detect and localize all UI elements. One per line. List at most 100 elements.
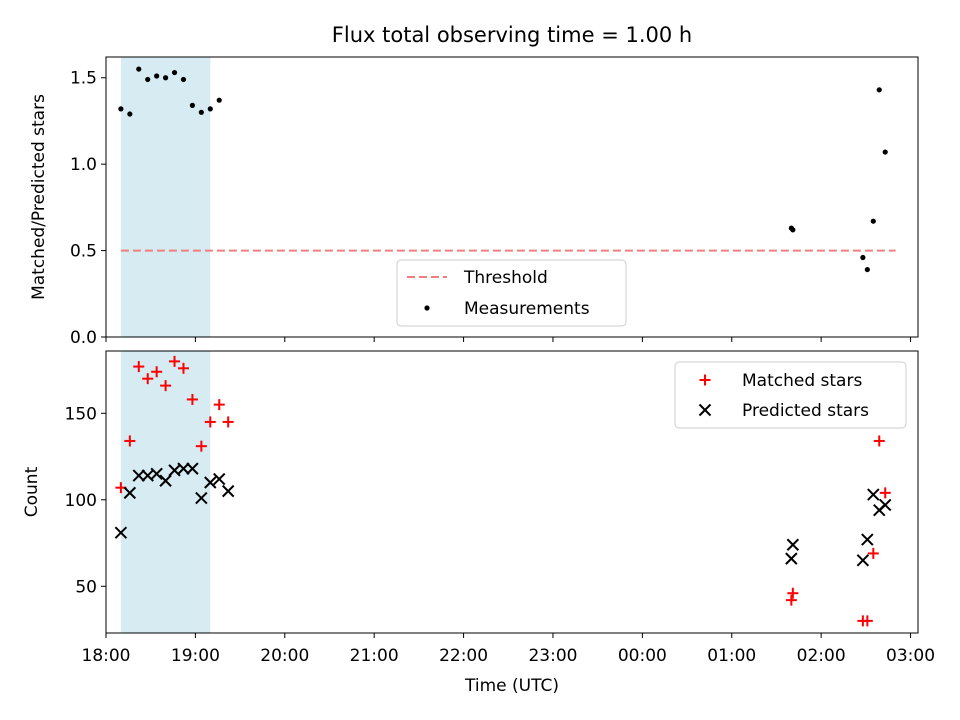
bottom-shaded-interval [120,351,211,633]
matched-star-marker [879,487,891,499]
figure-title: Flux total observing time = 1.00 h [332,23,692,47]
predicted-star-marker-b [856,554,870,567]
matched-star-marker [160,380,172,392]
measurement-point [118,106,124,112]
legend-measurements-swatch [424,305,430,311]
top-y-tick-label: 0.0 [70,328,97,348]
top-shaded-interval [120,57,211,337]
matched-star-marker [186,393,198,405]
bottom-x-tick-label: 19:00 [171,646,220,666]
predicted-star-marker-b [867,488,880,501]
legend-threshold-label: Threshold [463,268,548,288]
bottom-matched-markers [115,355,891,627]
top-axes-frame [105,56,919,338]
bottom-x-tick-label: 20:00 [260,646,309,666]
top-y-tick-label: 0.5 [70,242,97,262]
predicted-star-marker-b [132,469,145,482]
predicted-star-marker-b [786,538,800,551]
matched-star-marker [195,440,207,452]
predicted-star-marker [123,486,137,500]
predicted-star-marker [204,476,217,489]
predicted-star-marker-b [213,472,226,486]
predicted-star-marker [213,472,226,486]
measurement-point [145,76,151,83]
predicted-star-marker-b [150,467,163,481]
predicted-star-marker [856,554,870,567]
matched-star-marker [787,587,799,599]
matched-star-marker [133,361,145,373]
bottom-x-tick-label: 03:00 [886,646,935,666]
measurement-point [882,149,888,155]
measurement-point [198,109,204,115]
bottom-panel: 50 100 150 18:00 19:00 20:00 21:00 22:00 23:00 0… [22,350,935,696]
bottom-y-tick-label: 50 [75,577,97,597]
bottom-x-tick-label: 23:00 [528,646,577,666]
matched-star-marker [873,435,885,447]
predicted-star-marker [150,467,163,481]
bottom-x-tick-label: 01:00 [707,646,756,666]
matched-star-marker [785,594,797,606]
legend-predicted-marker [698,403,712,417]
predicted-star-marker [879,498,892,512]
legend-matched-marker [699,374,711,386]
top-y-ticks: 0.0 0.5 1.0 1.5 [70,69,106,348]
top-y-tick-label: 1.5 [70,69,97,89]
measurement-point [860,254,866,261]
bottom-axes-frame [105,350,919,634]
measurement-point [171,69,178,76]
top-legend-box [396,259,627,327]
predicted-star-marker-b [168,464,181,477]
predicted-star-marker [867,488,880,501]
legend-predicted-swatch [698,403,712,417]
predicted-star-marker-b [195,491,208,505]
measurement-point [189,102,196,108]
matched-star-marker [204,416,216,428]
predicted-star-marker-b [114,526,128,539]
legend-matched-swatch [699,374,711,386]
predicted-star-marker-b [221,484,235,498]
matched-star-marker [213,399,225,411]
predicted-star-marker [861,533,874,546]
top-panel: 0.0 0.5 1.0 1.5 Matched/Predicted stars Thr… [29,56,919,348]
matched-star-marker [177,362,189,374]
bottom-x-tick-label: 18:00 [82,646,131,666]
measurement-point [154,73,160,79]
matched-star-marker [867,547,879,559]
bottom-y-tick-label: 100 [65,491,97,511]
measurement-point [864,266,870,273]
predicted-star-marker [114,526,128,539]
predicted-star-marker-b [879,498,892,512]
predicted-star-marker [195,491,208,505]
predicted-star-marker-b [186,462,199,475]
measurement-point [216,97,222,103]
matched-star-marker [151,366,163,378]
measurement-point [136,66,142,72]
measurement-point [207,106,213,112]
bottom-x-tick-label: 21:00 [350,646,399,666]
bottom-y-axis-label: Count [22,466,42,517]
predicted-star-marker-b [177,462,190,475]
x-axis-label: Time (UTC) [464,676,559,696]
legend-predicted-label: Predicted stars [742,401,869,421]
legend-matched-label: Matched stars [742,371,862,391]
legend-predicted-marker-b [698,403,712,417]
predicted-star-marker-b [123,486,137,500]
matched-star-marker [222,416,234,428]
measurement-point [790,227,796,233]
top-measurement-points [118,66,888,273]
bottom-y-ticks: 50 100 150 [65,404,106,597]
predicted-star-marker-b [141,469,154,482]
measurement-point [162,75,169,81]
predicted-star-marker [786,538,800,551]
legend-measurements-label: Measurements [464,299,590,319]
measurement-point [876,87,882,93]
matched-star-marker [142,373,154,385]
top-y-tick-label: 1.0 [70,155,97,175]
bottom-legend: Matched stars Predicted stars [674,361,907,429]
bottom-x-tick-label: 22:00 [439,646,488,666]
predicted-star-marker [186,462,199,475]
bottom-x-tick-label: 00:00 [618,646,667,666]
measurement-point [127,111,133,117]
predicted-star-marker [785,552,798,565]
